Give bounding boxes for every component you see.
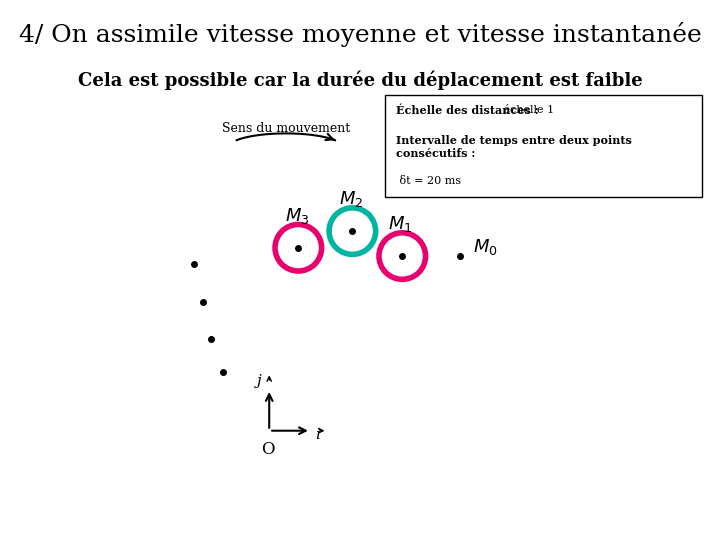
Text: j: j — [257, 374, 261, 388]
Text: $M_2$: $M_2$ — [338, 189, 363, 209]
Text: $M_3$: $M_3$ — [284, 206, 309, 226]
Text: $M_1$: $M_1$ — [387, 214, 412, 234]
Text: δt = 20 ms: δt = 20 ms — [396, 176, 461, 186]
Text: échelle 1: échelle 1 — [500, 105, 554, 116]
Text: Intervalle de temps entre deux points
consécutifs :: Intervalle de temps entre deux points co… — [396, 135, 632, 159]
Text: Sens du mouvement: Sens du mouvement — [222, 123, 350, 136]
Text: Cela est possible car la durée du déplacement est faible: Cela est possible car la durée du déplac… — [78, 70, 642, 90]
Text: i: i — [315, 428, 320, 442]
Text: $M_0$: $M_0$ — [473, 237, 498, 257]
Text: Échelle des distances :: Échelle des distances : — [396, 105, 539, 116]
Text: 4/ On assimile vitesse moyenne et vitesse instantanée: 4/ On assimile vitesse moyenne et vitess… — [19, 22, 701, 46]
Text: O: O — [261, 441, 274, 457]
